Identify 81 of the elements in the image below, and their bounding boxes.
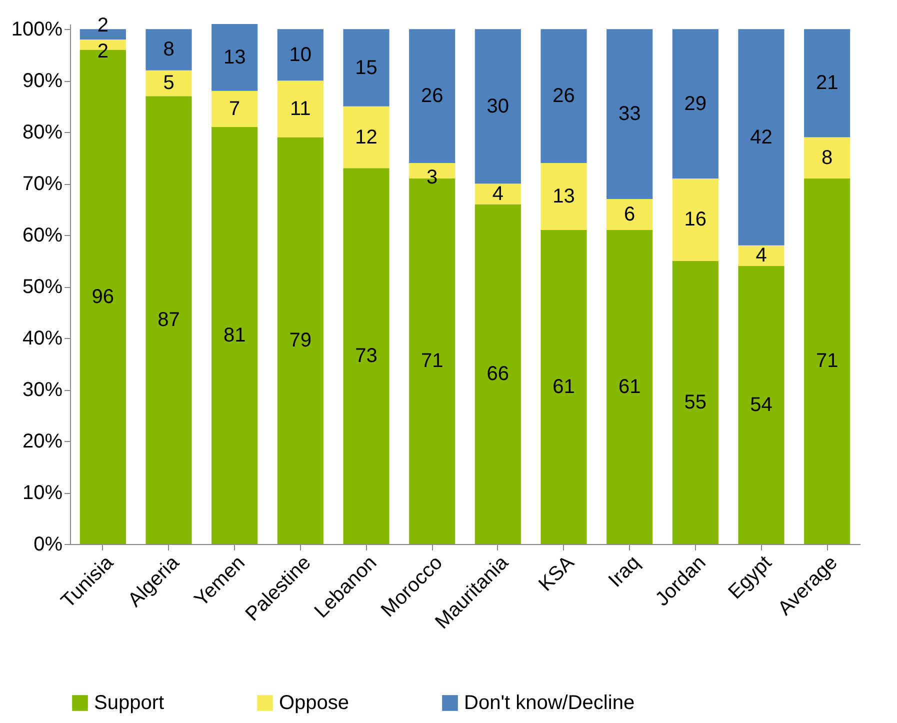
data-label: 26 xyxy=(420,85,444,108)
bar xyxy=(212,24,258,91)
y-tick-label: 60% xyxy=(22,224,63,247)
data-label: 12 xyxy=(355,126,378,148)
y-tick-label: 30% xyxy=(22,379,63,402)
data-label: 16 xyxy=(684,208,707,231)
bar xyxy=(738,245,784,266)
bar xyxy=(672,29,718,178)
legend-label: Oppose xyxy=(279,692,350,714)
data-label: 5 xyxy=(163,72,174,94)
data-label: 15 xyxy=(355,56,378,79)
data-label: 6 xyxy=(624,203,636,226)
bar xyxy=(409,29,456,164)
bar xyxy=(146,70,192,96)
data-label: 55 xyxy=(684,391,707,414)
bar xyxy=(738,266,784,544)
data-label: 54 xyxy=(750,394,772,416)
bar xyxy=(212,126,258,544)
data-label: 71 xyxy=(420,350,444,372)
y-tick-label: 70% xyxy=(22,173,63,196)
bar xyxy=(540,29,587,164)
bar xyxy=(212,90,258,127)
y-tick-label: 20% xyxy=(22,430,63,453)
data-label: 13 xyxy=(223,46,246,68)
data-label: 79 xyxy=(289,330,312,352)
bar xyxy=(606,199,653,230)
data-label: 96 xyxy=(92,286,114,308)
data-label: 10 xyxy=(289,44,312,66)
bar xyxy=(606,230,653,544)
bar xyxy=(343,106,390,168)
bar xyxy=(343,168,390,544)
data-label: 87 xyxy=(158,309,180,332)
bar xyxy=(804,178,850,544)
data-label: 26 xyxy=(552,85,575,108)
data-label: 3 xyxy=(426,166,438,189)
y-tick-label: 100% xyxy=(11,18,63,41)
x-tick-label: Iraq xyxy=(604,552,644,592)
bar xyxy=(540,163,587,230)
data-label: 21 xyxy=(816,72,838,94)
data-label: 7 xyxy=(229,98,240,120)
data-label: 8 xyxy=(163,38,174,61)
data-label: 4 xyxy=(492,182,504,205)
bar xyxy=(277,137,324,544)
data-label: 42 xyxy=(750,126,772,148)
data-label: 61 xyxy=(618,376,641,398)
data-label: 81 xyxy=(223,324,246,346)
data-label: 61 xyxy=(552,376,575,398)
bar xyxy=(672,260,718,544)
bar xyxy=(804,137,850,178)
bar xyxy=(146,29,192,70)
data-label: 73 xyxy=(355,345,378,368)
bar xyxy=(672,178,718,261)
bar xyxy=(738,29,784,246)
y-tick-label: 90% xyxy=(22,70,63,92)
bar xyxy=(804,29,850,138)
data-label: 8 xyxy=(822,146,833,169)
bar xyxy=(343,29,390,106)
data-label: 29 xyxy=(684,92,707,115)
y-tick-label: 50% xyxy=(22,276,63,298)
y-tick-label: 10% xyxy=(22,482,63,504)
bar xyxy=(540,230,587,544)
bar xyxy=(474,29,521,184)
data-label: 11 xyxy=(290,98,311,120)
data-label: 4 xyxy=(756,244,767,267)
bar xyxy=(277,29,324,81)
x-tick-label: KSA xyxy=(534,551,580,596)
data-label: 30 xyxy=(486,95,510,118)
y-tick-label: 0% xyxy=(34,534,63,556)
legend-label: Don't know/Decline xyxy=(464,692,635,714)
bar xyxy=(277,80,324,138)
bar xyxy=(474,204,521,544)
bar xyxy=(474,184,521,204)
data-label: 33 xyxy=(618,103,641,126)
data-label: 71 xyxy=(816,350,838,372)
bar xyxy=(146,96,192,544)
bar xyxy=(606,29,653,200)
data-label: 66 xyxy=(486,363,510,386)
legend-label: Support xyxy=(94,692,164,714)
y-tick-label: 40% xyxy=(22,328,63,350)
y-tick-label: 80% xyxy=(22,122,63,144)
data-label: 13 xyxy=(552,185,575,208)
